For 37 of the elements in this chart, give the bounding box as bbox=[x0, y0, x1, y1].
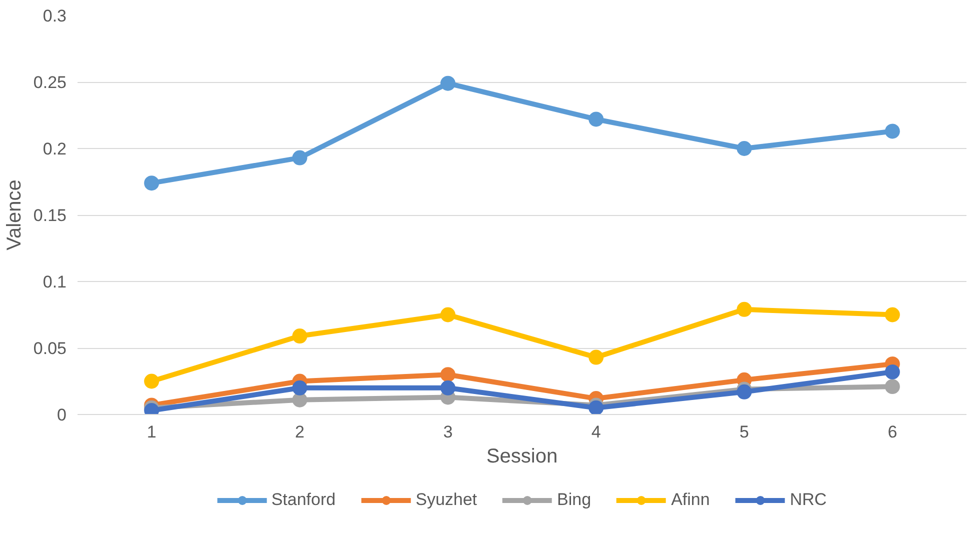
y-tick-label: 0 bbox=[57, 406, 67, 424]
point bbox=[440, 76, 456, 91]
y-tick-label: 0.15 bbox=[33, 206, 67, 225]
point bbox=[884, 379, 900, 394]
x-tick-label: 3 bbox=[443, 422, 453, 442]
point bbox=[440, 380, 456, 396]
legend-label: Syuzhet bbox=[416, 490, 478, 510]
legend-label: Stanford bbox=[271, 490, 336, 510]
point bbox=[144, 374, 160, 389]
point bbox=[884, 364, 900, 380]
y-tick-label: 0.2 bbox=[42, 140, 67, 158]
point bbox=[292, 150, 308, 166]
x-tick-label: 5 bbox=[740, 422, 749, 442]
y-tick-label: 0.05 bbox=[33, 339, 67, 358]
x-tick-label: 6 bbox=[888, 422, 898, 442]
legend-label: Afinn bbox=[671, 490, 710, 510]
point bbox=[144, 176, 160, 191]
x-tick-label: 2 bbox=[295, 422, 304, 442]
point bbox=[884, 307, 900, 322]
point bbox=[736, 141, 752, 156]
y-tick-label: 0.3 bbox=[42, 6, 67, 26]
legend-label: NRC bbox=[790, 490, 827, 510]
legend-label: Bing bbox=[557, 490, 592, 510]
x-axis-title: Session bbox=[486, 446, 558, 468]
point bbox=[440, 307, 456, 322]
point bbox=[588, 350, 604, 365]
point bbox=[292, 328, 308, 344]
x-tick-label: 1 bbox=[146, 422, 156, 442]
y-axis-title: Valence bbox=[3, 180, 26, 250]
point bbox=[736, 302, 752, 317]
point bbox=[884, 124, 900, 139]
y-tick-label: 0.1 bbox=[42, 272, 67, 292]
y-tick-label: 0.25 bbox=[33, 73, 67, 92]
x-tick-label: 4 bbox=[591, 422, 601, 442]
point bbox=[440, 367, 456, 382]
point bbox=[588, 112, 604, 127]
point bbox=[292, 380, 308, 396]
